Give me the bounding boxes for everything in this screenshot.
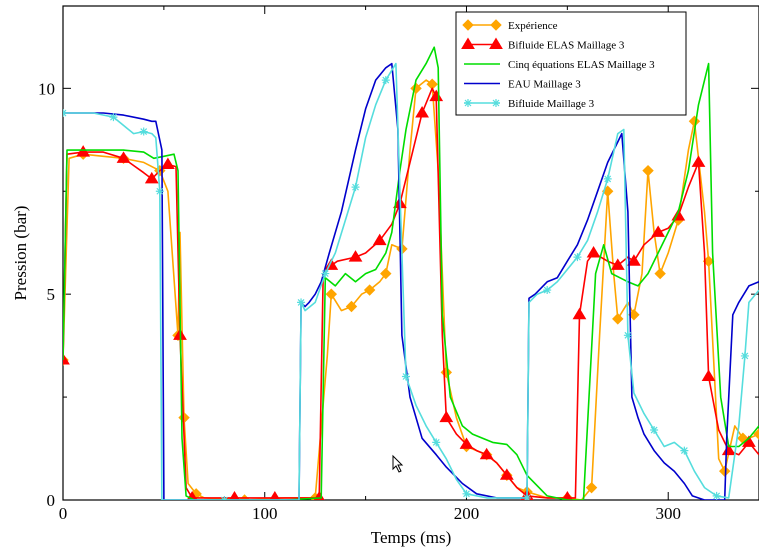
- data-point: [415, 106, 429, 118]
- legend-marker: [462, 19, 474, 31]
- y-tick-label: 10: [38, 79, 55, 98]
- data-point: [623, 331, 632, 340]
- x-tick-label: 300: [655, 504, 681, 523]
- data-point: [499, 468, 514, 480]
- x-tick-label: 100: [252, 504, 278, 523]
- data-point: [144, 171, 159, 184]
- legend-item: EAU Maillage 3: [464, 79, 581, 91]
- data-point: [432, 438, 441, 447]
- series-line: [63, 46, 759, 500]
- data-point: [701, 369, 716, 381]
- data-point: [654, 267, 666, 280]
- data-point: [351, 183, 360, 192]
- legend-item: Cinq équations ELAS Maillage 3: [464, 59, 655, 71]
- series-line: [63, 62, 759, 500]
- data-point: [220, 496, 229, 500]
- data-point: [439, 410, 454, 423]
- data-point: [63, 109, 67, 118]
- legend: Expérience Bifluide ELAS Maillage 3 Cinq é…: [455, 11, 687, 116]
- data-point: [381, 76, 390, 85]
- legend-marker: [464, 99, 472, 107]
- data-point: [642, 164, 654, 177]
- data-point: [753, 428, 759, 440]
- series-line: [63, 79, 759, 500]
- data-point: [603, 174, 612, 183]
- data-point: [627, 254, 641, 266]
- data-point: [380, 267, 392, 280]
- legend-marker: [492, 99, 500, 107]
- y-axis-title: Pression (bar): [11, 206, 30, 301]
- data-point: [116, 151, 131, 163]
- legend-marker: [461, 37, 475, 49]
- legend-label: Cinq équations ELAS Maillage 3: [508, 59, 655, 71]
- series-5: [63, 62, 759, 500]
- data-point: [297, 298, 306, 307]
- data-point: [740, 351, 749, 360]
- data-point: [229, 490, 240, 500]
- data-point: [650, 426, 659, 435]
- data-point: [691, 155, 706, 167]
- data-point: [586, 246, 601, 258]
- data-point: [345, 300, 358, 313]
- data-point: [76, 145, 91, 157]
- data-point: [459, 437, 474, 449]
- data-point: [585, 481, 598, 494]
- data-point: [712, 491, 721, 500]
- series-3: [63, 46, 759, 500]
- legend-item: Bifluide Maillage 3: [464, 98, 595, 110]
- data-point: [325, 288, 338, 300]
- x-tick-label: 0: [59, 504, 68, 523]
- data-point: [462, 489, 471, 498]
- data-point: [63, 353, 70, 365]
- data-point: [479, 447, 494, 460]
- legend-marker: [489, 37, 503, 49]
- data-point: [372, 233, 387, 246]
- data-point: [139, 127, 148, 136]
- legend-label: Bifluide Maillage 3: [508, 98, 595, 110]
- data-point: [269, 490, 281, 500]
- data-point: [109, 113, 118, 122]
- data-point: [363, 284, 376, 296]
- series-layer: [63, 46, 759, 500]
- data-point: [523, 493, 531, 500]
- data-point: [401, 372, 410, 381]
- data-point: [161, 157, 175, 169]
- data-point: [321, 269, 330, 278]
- legend-item: Bifluide ELAS Maillage 3: [461, 37, 625, 52]
- legend-label: EAU Maillage 3: [508, 79, 581, 91]
- x-tick-label: 200: [454, 504, 480, 523]
- data-point: [155, 187, 164, 196]
- data-point: [610, 258, 625, 270]
- axis-tick-labels: 0 100 200 300 0 5 10: [38, 79, 681, 523]
- series-line: [63, 62, 759, 500]
- data-point: [348, 250, 363, 262]
- mouse-cursor-icon: [392, 454, 404, 473]
- data-point: [561, 490, 573, 500]
- data-point: [573, 253, 582, 262]
- data-point: [612, 313, 624, 325]
- legend-label: Bifluide ELAS Maillage 3: [508, 40, 625, 52]
- legend-label: Expérience: [508, 20, 558, 32]
- x-axis-title: Temps (ms): [371, 528, 452, 547]
- legend-item: Expérience: [462, 19, 558, 32]
- data-point: [572, 307, 587, 320]
- data-point: [651, 225, 666, 237]
- series-4: [63, 62, 759, 500]
- series-line: [63, 87, 759, 499]
- y-tick-label: 0: [47, 491, 56, 510]
- data-point: [680, 446, 689, 455]
- data-point: [543, 286, 552, 295]
- legend-marker: [490, 19, 502, 31]
- y-tick-label: 5: [47, 285, 56, 304]
